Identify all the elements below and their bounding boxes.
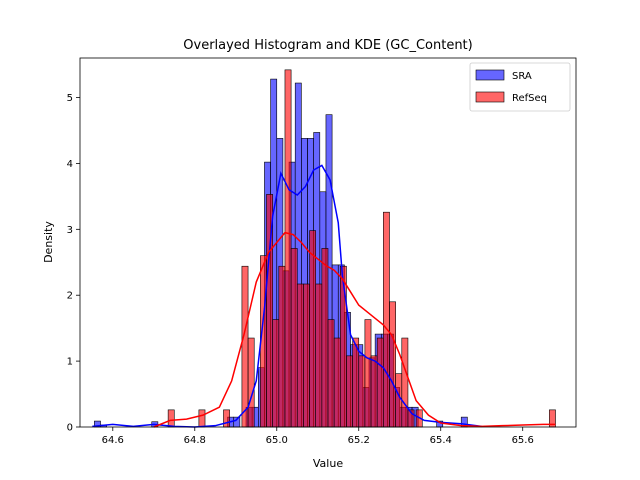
refseq-histogram-bar — [290, 248, 298, 428]
refseq-histogram-bar — [370, 355, 378, 428]
refseq-histogram-bar — [376, 337, 384, 428]
legend-label-sra: SRA — [512, 71, 532, 82]
y-tick-label: 5 — [67, 93, 73, 104]
refseq-histogram-bar — [315, 283, 323, 428]
x-tick-label: 65.6 — [512, 435, 534, 446]
refseq-histogram-bar — [303, 283, 310, 428]
y-tick-label: 2 — [67, 291, 73, 302]
refseq-histogram-bar — [358, 355, 366, 428]
refseq-histogram-bar — [272, 319, 280, 428]
refseq-histogram-bar — [401, 337, 409, 428]
sra-kde-line — [92, 164, 482, 428]
refseq-histogram-bar — [327, 319, 335, 428]
legend-swatch-refseq — [475, 91, 505, 103]
chart-title: Overlayed Histogram and KDE (GC_Content) — [183, 38, 472, 53]
y-axis-label: Density — [42, 221, 55, 263]
refseq-histogram-bar — [296, 283, 304, 428]
refseq-histogram-bar — [383, 211, 390, 428]
refseq-histogram-bar — [198, 409, 206, 428]
refseq-histogram-bar — [247, 337, 255, 428]
x-axis-label: Value — [313, 457, 343, 470]
refseq-histogram-bar — [339, 265, 347, 428]
y-tick-label: 1 — [67, 357, 73, 368]
refseq-histogram-bar — [321, 248, 329, 428]
refseq-histogram-bar — [241, 265, 249, 428]
refseq-histogram-bar — [309, 230, 316, 428]
refseq-histogram-bar — [389, 301, 396, 428]
y-tick-label: 0 — [67, 423, 73, 434]
refseq-kde-line — [153, 231, 556, 428]
refseq-histogram-bar — [284, 69, 292, 428]
legend-swatch-sra — [475, 69, 505, 81]
refseq-histogram-bar — [333, 337, 341, 428]
x-tick-label: 65.4 — [430, 435, 452, 446]
axes-frame — [79, 57, 577, 428]
x-tick-label: 64.8 — [184, 435, 206, 446]
refseq-histogram-bar — [167, 409, 175, 428]
y-axis-ticks: 0 1 2 3 4 5 — [67, 93, 80, 434]
legend-label-refseq: RefSeq — [512, 93, 547, 104]
refseq-histogram-bar — [364, 319, 372, 428]
y-tick-label: 3 — [67, 225, 73, 236]
x-tick-label: 65.0 — [266, 435, 288, 446]
refseq-histogram-bar — [278, 265, 286, 428]
y-tick-label: 4 — [67, 159, 73, 170]
refseq-histogram-bar — [346, 355, 353, 428]
x-tick-label: 64.6 — [102, 435, 124, 446]
refseq-histogram-bar — [395, 373, 403, 428]
legend: SRA RefSeq — [469, 62, 571, 112]
refseq-histogram-bar — [352, 337, 360, 428]
x-axis-ticks: 64.6 64.8 65.0 65.2 65.4 65.6 — [102, 427, 534, 446]
x-tick-label: 65.2 — [348, 435, 370, 446]
refseq-histogram-bar — [223, 409, 230, 428]
